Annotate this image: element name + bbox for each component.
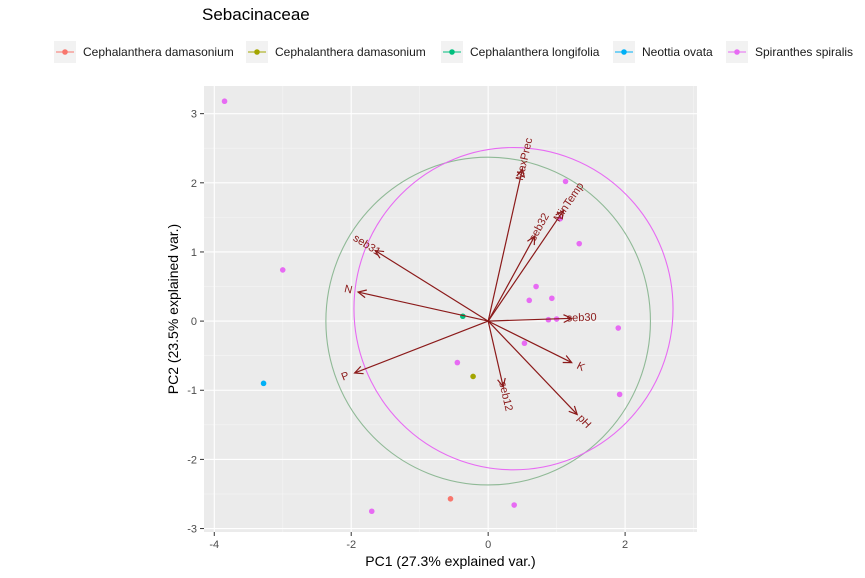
y-tick-label: 0	[191, 316, 197, 328]
y-tick-label: -3	[187, 524, 197, 536]
y-axis-title: PC2 (23.5% explained var.)	[165, 224, 181, 394]
x-tick-label: 0	[485, 539, 491, 551]
legend-key-point	[449, 49, 455, 55]
data-point	[470, 373, 476, 380]
data-point	[616, 391, 623, 398]
axes: -4 -2 0 2 -3 -2 -1 0 1 2 3	[187, 109, 628, 551]
plot-background	[204, 86, 697, 532]
correlation-circles	[325, 146, 674, 486]
data-point	[521, 340, 528, 347]
loading-arrow-shaft	[487, 320, 504, 387]
y-tick-label: 3	[191, 109, 197, 121]
chart-title: Sebacinaceae	[202, 5, 310, 24]
y-tick-label: 1	[191, 247, 197, 259]
data-point	[454, 359, 461, 366]
loading-arrow-head	[563, 314, 574, 324]
legend-label: Spiranthes spiralis	[755, 45, 853, 59]
loading-arrow-shaft	[354, 320, 489, 374]
loading-arrow-head	[568, 405, 579, 416]
data-point	[562, 178, 569, 185]
loading-label: seb30	[567, 312, 597, 325]
y-tick-label: -2	[187, 454, 197, 466]
loading-arrow-shaft	[487, 235, 536, 322]
legend-key-point	[734, 49, 740, 55]
x-tick-label: -4	[209, 539, 219, 551]
loading-arrow-shaft	[488, 317, 572, 322]
loading-arrow-shaft	[374, 250, 489, 322]
y-tick-label: 2	[191, 178, 197, 190]
legend-key-point	[254, 49, 260, 55]
plot-panel	[204, 86, 697, 532]
data-point	[511, 502, 517, 508]
x-tick-label: -2	[346, 539, 356, 551]
data-point	[549, 295, 555, 302]
legend-label: Cephalanthera damasonium	[275, 45, 426, 59]
y-tick-label: -1	[187, 385, 197, 397]
legend: Cephalanthera damasonium Cephalanthera da…	[54, 41, 853, 63]
loading-arrow-head	[374, 249, 385, 259]
loading-label: P	[340, 370, 351, 384]
data-point	[447, 496, 454, 502]
legend-key-point	[621, 49, 627, 55]
circle-outline	[325, 156, 651, 486]
loading-arrow-head	[497, 377, 506, 389]
data-point	[221, 98, 228, 105]
data-point	[279, 267, 286, 273]
loading-label: N	[343, 283, 353, 296]
loading-arrow-shaft	[487, 320, 572, 364]
loading-arrow-head	[555, 209, 565, 220]
loading-arrow-head	[527, 234, 536, 246]
loading-arrow-shaft	[487, 320, 578, 415]
data-point	[368, 508, 375, 515]
data-point	[615, 325, 622, 331]
loading-arrow-shaft	[357, 291, 489, 322]
data-point	[545, 316, 552, 323]
x-axis-title: PC1 (27.3% explained var.)	[365, 553, 535, 569]
legend-key-point	[62, 49, 68, 55]
loading-arrow-shaft	[487, 168, 523, 322]
loading-arrow-head	[516, 167, 526, 178]
loading-arrow-head	[356, 289, 367, 299]
loading-arrow-head	[562, 355, 573, 364]
data-point	[533, 283, 539, 290]
grid-lines	[204, 86, 697, 532]
x-tick-label: 2	[622, 539, 628, 551]
data-point	[526, 297, 533, 304]
loading-arrow-shaft	[487, 210, 564, 322]
data-point	[576, 240, 583, 247]
legend-label: Neottia ovata	[642, 45, 713, 59]
data-point	[260, 380, 267, 387]
legend-label: Cephalanthera longifolia	[470, 45, 600, 59]
loading-arrow-head	[353, 365, 364, 375]
circle-outline	[353, 146, 674, 471]
legend-label: Cephalanthera damasonium	[83, 45, 234, 59]
